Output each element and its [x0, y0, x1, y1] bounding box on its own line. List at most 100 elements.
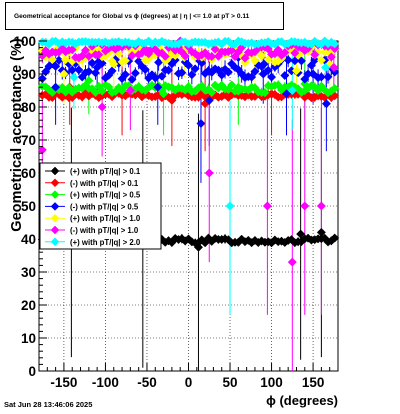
legend-label: (-) with pT/|q| > 1.0 [70, 226, 139, 235]
data-point [164, 65, 174, 75]
data-point [120, 69, 130, 80]
data-point [67, 65, 77, 75]
data-point [180, 51, 190, 61]
data-point [127, 74, 137, 85]
data-point [330, 233, 340, 243]
data-point [47, 55, 57, 65]
data-point [193, 242, 204, 252]
data-point [257, 51, 267, 61]
data-point [177, 68, 187, 78]
data-point [326, 52, 336, 62]
data-point [109, 59, 119, 69]
data-point [207, 51, 217, 62]
data-point [300, 79, 310, 89]
data-point [240, 53, 250, 63]
data-point [223, 67, 233, 77]
data-point [280, 70, 290, 81]
data-point [204, 95, 214, 105]
y-tick-label: 90 [21, 67, 36, 82]
x-axis-label: ϕ (degrees) [266, 393, 338, 408]
data-point [296, 229, 306, 239]
data-point [316, 55, 326, 65]
data-point [37, 145, 47, 155]
data-point [296, 56, 307, 66]
data-point [196, 118, 206, 129]
data-point [80, 45, 91, 55]
data-point [217, 70, 227, 80]
data-point [130, 68, 140, 78]
x-tick-label: 0 [185, 375, 193, 390]
data-point [267, 72, 277, 82]
y-tick-label: 50 [21, 199, 36, 214]
data-point [84, 76, 94, 86]
data-point [107, 66, 117, 76]
data-point [323, 72, 333, 82]
data-point [300, 201, 310, 211]
data-point [74, 65, 84, 75]
legend-marker [50, 213, 60, 223]
data-point [330, 44, 340, 54]
legend-marker [50, 225, 60, 235]
y-axis-label: Geometrical acceptance (%) [9, 38, 25, 232]
footer-date: Sat Jun 28 13:46:06 2025 [4, 400, 93, 409]
data-point [190, 49, 200, 59]
data-point [310, 50, 320, 60]
legend-marker [50, 190, 60, 199]
legend-label: (+) with pT/|q| > 2.0 [70, 238, 141, 247]
legend-marker [50, 178, 60, 188]
legend-label: (+) with pT/|q| > 1.0 [70, 214, 141, 223]
y-tick-label: 40 [21, 232, 36, 247]
data-point [67, 45, 77, 55]
data-point [316, 201, 326, 211]
data-point [250, 56, 260, 66]
data-point [204, 168, 214, 178]
y-tick-label: 30 [21, 265, 36, 280]
data-point [290, 56, 300, 66]
data-point [233, 82, 243, 92]
data-point [316, 227, 326, 237]
y-tick-label: 20 [21, 298, 36, 313]
legend-marker [50, 237, 60, 247]
data-point [54, 55, 64, 65]
data-point [227, 45, 237, 55]
data-point [59, 69, 69, 79]
y-tick-label: 70 [21, 133, 36, 148]
x-tick-label: -100 [92, 375, 119, 390]
data-point [183, 60, 194, 70]
data-point [69, 72, 79, 82]
legend: (+) with pT/|q| > 0.1 (-) with pT/|q| > 0… [39, 162, 162, 250]
data-point [77, 51, 87, 61]
data-point [104, 82, 114, 92]
data-point [61, 55, 71, 65]
data-point [227, 80, 237, 90]
data-point [321, 99, 331, 109]
x-tick-label: 150 [302, 375, 325, 390]
data-point [37, 74, 47, 84]
data-point [310, 55, 320, 65]
legend-marker [50, 202, 60, 211]
legend-marker [50, 166, 60, 176]
data-point [260, 88, 270, 98]
data-point [97, 102, 107, 112]
data-point [125, 85, 135, 96]
data-point [258, 69, 268, 79]
y-tick-label: 100 [13, 34, 36, 49]
y-tick-label: 80 [21, 100, 36, 115]
chart-title-text: Geometrical acceptance for Global vs ϕ (… [14, 12, 250, 20]
data-point [160, 51, 170, 61]
data-point [223, 36, 233, 46]
legend-label: (+) with pT/|q| > 0.5 [70, 191, 141, 200]
data-point [144, 36, 154, 46]
data-point [90, 68, 101, 78]
data-point [94, 50, 104, 60]
data-point [247, 72, 257, 82]
y-tick-label: 10 [21, 331, 36, 346]
data-point [287, 85, 297, 96]
data-point [97, 86, 107, 96]
data-point [290, 48, 300, 58]
data-point [210, 44, 220, 54]
x-tick-label: 100 [260, 375, 283, 390]
data-point [330, 39, 340, 49]
x-tick-label: -50 [137, 375, 157, 390]
